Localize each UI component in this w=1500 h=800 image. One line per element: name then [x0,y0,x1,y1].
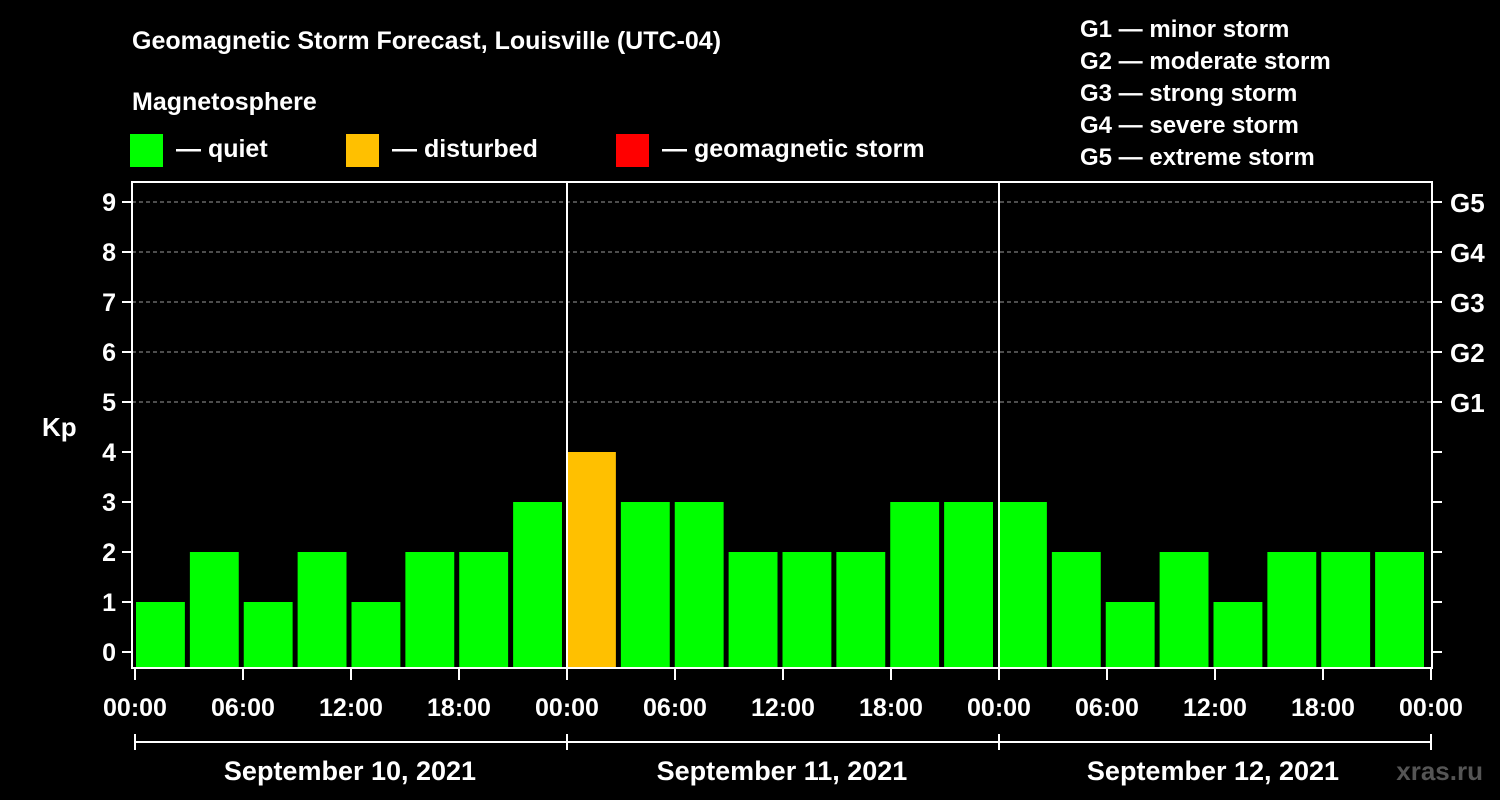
x-tick-label-1: 06:00 [211,694,275,722]
y-tick-label-3: 3 [102,489,116,517]
x-tick-label-9: 06:00 [1075,694,1139,722]
storm-scale-g3: G3 — strong storm [1080,80,1297,107]
right-tick-label-g3: G3 [1450,288,1485,318]
kp-bar-22 [1267,552,1317,668]
day-label-1: September 10, 2021 [224,756,476,786]
kp-bar-20 [1159,552,1209,668]
kp-bar-17 [998,502,1047,668]
kp-bar-21 [1213,602,1263,668]
legend-swatch-storm [616,134,649,167]
y-tick-label-9: 9 [102,189,116,217]
day-label-2: September 11, 2021 [657,756,908,786]
kp-bar-15 [890,502,940,668]
kp-bar-9 [567,452,616,668]
right-tick-label-g5: G5 [1450,188,1485,218]
storm-scale-g4: G4 — severe storm [1080,112,1299,139]
storm-scale-g5: G5 — extreme storm [1080,144,1315,171]
x-tick-label-6: 12:00 [751,694,815,722]
x-tick-label-11: 18:00 [1291,694,1355,722]
y-tick-label-6: 6 [102,339,116,367]
y-tick-label-2: 2 [102,539,116,567]
kp-bar-4 [297,552,347,668]
kp-bar-19 [1105,602,1155,668]
legend-swatch-disturbed [346,134,379,167]
storm-scale-g1: G1 — minor storm [1080,16,1289,43]
kp-bar-16 [944,502,993,668]
x-tick-label-4: 00:00 [535,694,599,722]
x-tick-label-5: 06:00 [643,694,707,722]
x-tick-label-2: 12:00 [319,694,383,722]
kp-bar-2 [189,552,239,668]
right-tick-label-g4: G4 [1450,238,1485,268]
kp-bar-5 [351,602,401,668]
x-tick-label-8: 00:00 [967,694,1031,722]
y-axis-label: Kp [42,412,77,442]
y-tick-label-7: 7 [102,289,116,317]
chart-title: Geomagnetic Storm Forecast, Louisville (… [132,27,721,55]
storm-scale-g2: G2 — moderate storm [1080,48,1331,75]
kp-bar-11 [674,502,724,668]
y-tick-label-5: 5 [102,389,116,417]
kp-bar-7 [459,552,509,668]
y-tick-label-4: 4 [102,439,116,467]
kp-bar-1 [136,602,185,668]
legend-label-storm: — geomagnetic storm [662,135,925,163]
legend-title: Magnetosphere [132,88,317,116]
kp-bar-18 [1051,552,1101,668]
kp-bar-24 [1375,552,1424,668]
kp-bar-23 [1321,552,1371,668]
kp-bar-6 [405,552,455,668]
x-tick-label-7: 18:00 [859,694,923,722]
right-tick-label-g2: G2 [1450,338,1485,368]
kp-bar-8 [513,502,562,668]
right-tick-label-g1: G1 [1450,388,1485,418]
kp-bar-3 [243,602,293,668]
kp-bar-14 [836,552,886,668]
legend-label-disturbed: — disturbed [392,135,538,163]
watermark: xras.ru [1396,756,1483,786]
x-tick-label-10: 12:00 [1183,694,1247,722]
y-tick-label-0: 0 [102,639,116,667]
y-tick-label-8: 8 [102,239,116,267]
legend-swatch-quiet [130,134,163,167]
day-label-3: September 12, 2021 [1087,756,1339,786]
kp-bar-13 [782,552,832,668]
x-tick-label-12: 00:00 [1399,694,1463,722]
y-tick-label-1: 1 [102,589,116,617]
x-tick-label-0: 00:00 [103,694,167,722]
kp-bar-12 [728,552,778,668]
legend-label-quiet: — quiet [176,135,268,163]
x-tick-label-3: 18:00 [427,694,491,722]
kp-bar-10 [620,502,670,668]
